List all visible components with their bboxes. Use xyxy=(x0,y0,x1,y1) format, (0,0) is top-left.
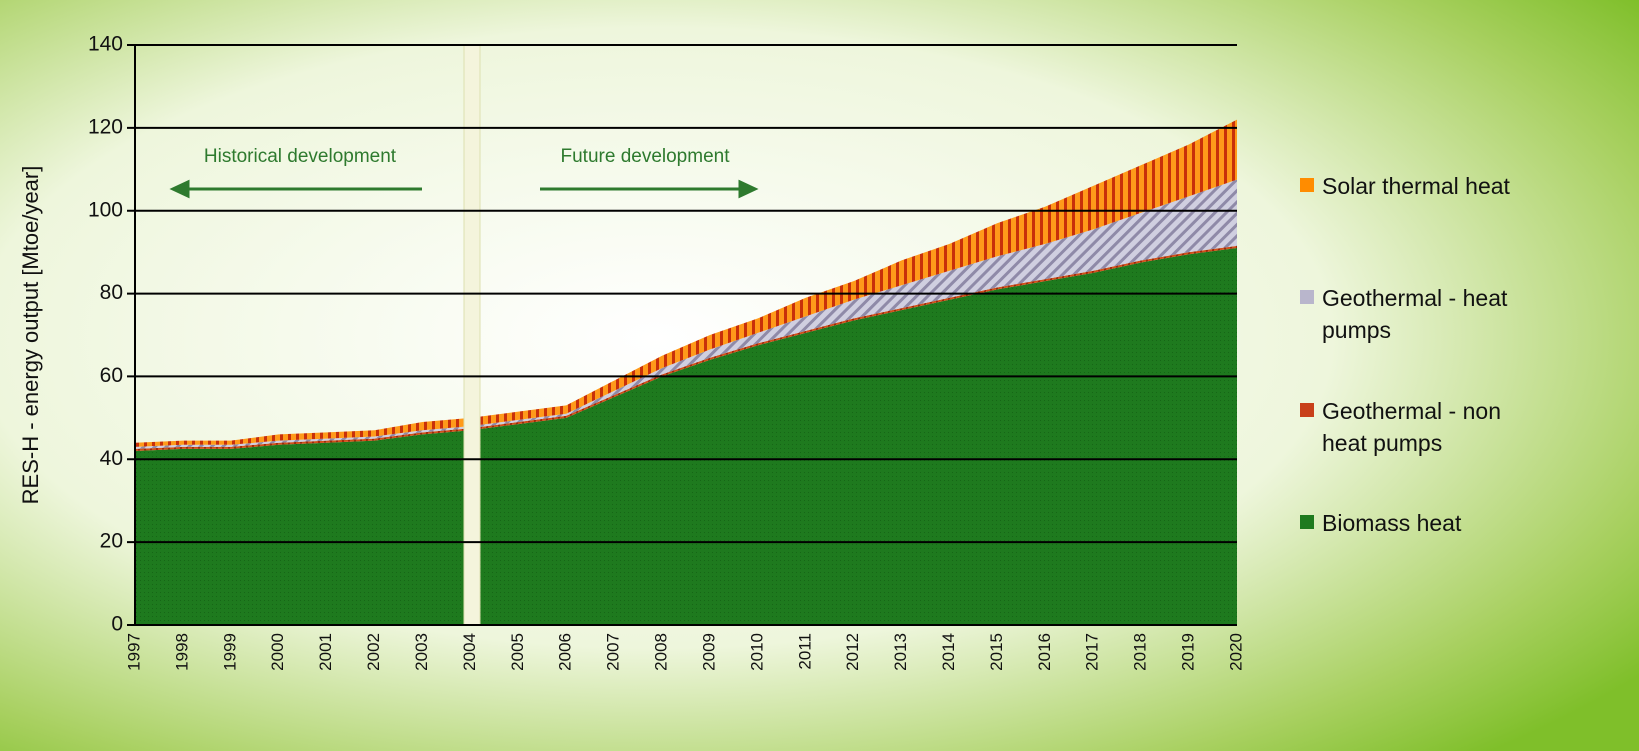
x-tick-label: 2011 xyxy=(795,633,814,670)
x-tick-label: 2012 xyxy=(843,633,862,671)
y-tick-label: 140 xyxy=(88,33,123,56)
legend-label: Biomass heat xyxy=(1322,510,1462,536)
x-tick-label: 2017 xyxy=(1083,633,1102,671)
legend-item: Geothermal - non heat pumps xyxy=(1300,395,1550,459)
y-tick-label: 60 xyxy=(100,364,123,387)
x-tick-label: 2019 xyxy=(1179,633,1198,671)
x-tick-label: 2006 xyxy=(556,633,575,671)
y-tick-label: 20 xyxy=(100,530,123,553)
legend-item: Biomass heat xyxy=(1300,507,1550,539)
legend-swatch xyxy=(1300,403,1314,417)
x-tick-label: 2013 xyxy=(891,633,910,671)
legend-swatch xyxy=(1300,290,1314,304)
y-axis-label: RES-H - energy output [Mtoe/year] xyxy=(18,166,43,505)
legend-label: Geothermal - non heat pumps xyxy=(1322,398,1501,456)
x-tick-label: 2014 xyxy=(939,633,958,671)
legend-item: Solar thermal heat xyxy=(1300,170,1550,202)
y-tick-label: 40 xyxy=(100,447,123,470)
x-tick-label: 2002 xyxy=(364,633,383,671)
x-tick-label: 2015 xyxy=(987,633,1006,671)
arrows xyxy=(169,179,759,199)
areas xyxy=(135,119,1237,625)
x-tick-label: 2005 xyxy=(508,633,527,671)
x-tick-label: 2009 xyxy=(699,633,718,671)
x-tick-label: 1997 xyxy=(124,633,143,671)
annotation: Future development xyxy=(561,146,731,167)
y-tick-label: 120 xyxy=(88,115,123,138)
legend-swatch xyxy=(1300,178,1314,192)
y-tick-label: 80 xyxy=(100,281,123,304)
x-tick-label: 2007 xyxy=(604,633,623,671)
x-tick-label: 2001 xyxy=(316,633,335,671)
legend-item: Geothermal - heat pumps xyxy=(1300,282,1550,346)
annotation: Historical development xyxy=(204,146,397,167)
x-tick-label: 2000 xyxy=(268,633,287,671)
x-tick-label: 2020 xyxy=(1226,633,1245,671)
x-tick-label: 2008 xyxy=(652,633,671,671)
y-tick-label: 0 xyxy=(111,613,123,636)
x-tick-label: 2016 xyxy=(1035,633,1054,671)
legend-label: Solar thermal heat xyxy=(1322,173,1510,199)
x-tick-label: 2010 xyxy=(747,633,766,671)
x-tick-label: 1998 xyxy=(172,633,191,671)
x-tick-label: 2003 xyxy=(412,633,431,671)
x-tick-label: 2004 xyxy=(460,633,479,671)
legend-swatch xyxy=(1300,515,1314,529)
divider xyxy=(463,44,481,626)
axes: 0 20 40 60 80 100 120 140 1997 1998 1999 2000 2001 20… xyxy=(88,33,1246,671)
area xyxy=(135,248,1237,625)
y-tick-label: 100 xyxy=(88,198,123,221)
x-tick-label: 1999 xyxy=(220,633,239,671)
x-tick-label: 2018 xyxy=(1131,633,1150,671)
legend-label: Geothermal - heat pumps xyxy=(1322,285,1508,343)
